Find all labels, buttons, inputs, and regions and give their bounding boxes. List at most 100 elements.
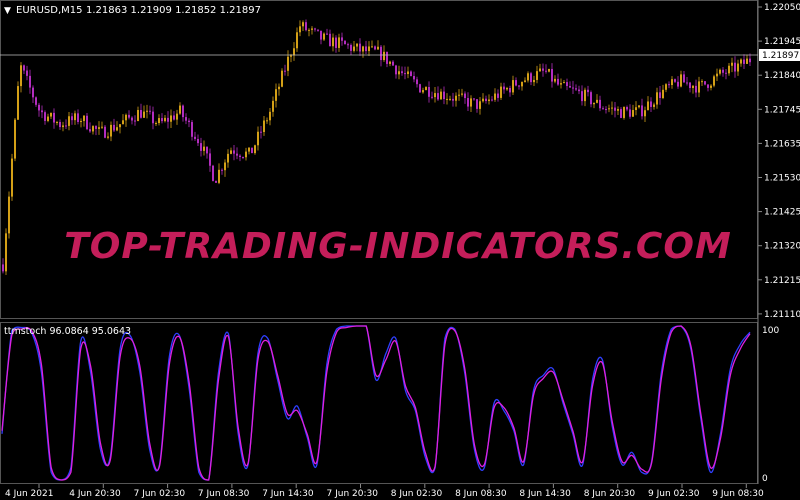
candle-body (182, 105, 184, 118)
candle-body (68, 116, 70, 126)
candle-body (251, 147, 253, 154)
candle-body (395, 65, 397, 75)
candle-body (302, 22, 304, 27)
candle-body (38, 104, 40, 111)
symbol-dropdown-icon[interactable]: ▼ (4, 6, 11, 16)
candle-body (278, 86, 280, 90)
candle-body (26, 70, 28, 76)
candle-body (377, 46, 379, 50)
candle-body (725, 72, 727, 74)
candle-body (497, 93, 499, 98)
candle-body (695, 85, 697, 93)
current-price-label: 1.21897 (762, 51, 799, 61)
candle-body (704, 81, 706, 85)
price-axis: 1.22050 1.21945 1.21840 1.21745 1.21635 1.215… (758, 3, 800, 320)
candle-body (119, 124, 121, 128)
candle-body (413, 75, 415, 80)
time-tick-label: 7 Jun 20:30 (327, 489, 379, 499)
candle-body (314, 28, 316, 30)
candle-body (473, 98, 475, 100)
candle-body (155, 123, 157, 125)
candle-body (701, 81, 703, 83)
candle-body (14, 119, 16, 159)
candle-body (566, 82, 568, 87)
candle-body (122, 120, 124, 125)
candle-body (233, 150, 235, 154)
candle-body (518, 85, 520, 87)
candle-body (563, 82, 565, 84)
candle-body (53, 112, 55, 123)
candle-body (173, 115, 175, 120)
candle-body (275, 89, 277, 101)
candle-body (11, 158, 13, 197)
time-axis: 4 Jun 2021 4 Jun 20:30 7 Jun 02:30 7 Jun 08… (5, 484, 764, 499)
candle-body (200, 143, 202, 151)
candle-body (551, 68, 553, 82)
candle-body (23, 65, 25, 71)
candle-body (674, 79, 676, 82)
time-tick-label: 4 Jun 20:30 (69, 489, 121, 499)
candle-body (509, 87, 511, 93)
candle-body (419, 84, 421, 93)
candle-body (611, 107, 613, 109)
candle-body (284, 70, 286, 72)
candle-body (62, 125, 64, 128)
candle-body (542, 68, 544, 71)
candle-body (452, 98, 454, 101)
candle-body (743, 59, 745, 64)
candle-body (8, 196, 10, 234)
candle-body (575, 88, 577, 90)
time-tick-label: 7 Jun 14:30 (262, 489, 314, 499)
candle-body (476, 99, 478, 109)
candle-body (152, 111, 154, 124)
candle-body (362, 46, 364, 52)
candle-body (665, 84, 667, 90)
candle-body (512, 80, 514, 93)
candle-body (578, 89, 580, 92)
candle-body (95, 126, 97, 129)
price-tick-label: 1.21110 (764, 310, 800, 320)
watermark: TOP-TRADING-INDICATORS.COM (64, 226, 732, 267)
candle-body (446, 98, 448, 100)
time-tick-label: 8 Jun 08:30 (455, 489, 507, 499)
candle-body (206, 146, 208, 154)
candle-body (572, 87, 574, 89)
time-tick-label: 4 Jun 2021 (5, 489, 53, 499)
indicator-max-label: 100 (762, 326, 779, 336)
candle-body (635, 107, 637, 111)
candle-body (734, 62, 736, 72)
candle-body (317, 29, 319, 31)
candle-body (56, 122, 58, 124)
candle-body (167, 117, 169, 122)
candle-body (356, 43, 358, 47)
candle-body (494, 93, 496, 100)
candle-body (254, 145, 256, 154)
candle-body (260, 131, 262, 133)
candle-body (677, 81, 679, 87)
candle-body (668, 84, 670, 86)
candle-body (479, 101, 481, 109)
candle-body (422, 90, 424, 93)
time-tick-label: 8 Jun 14:30 (519, 489, 571, 499)
candle-body (257, 131, 259, 146)
candle-body (428, 87, 430, 97)
time-tick-label: 8 Jun 02:30 (391, 489, 443, 499)
candle-body (560, 83, 562, 85)
candle-body (44, 112, 46, 121)
candle-body (179, 105, 181, 114)
candle-body (98, 127, 100, 129)
candle-body (641, 105, 643, 117)
price-tick-label: 1.21840 (764, 71, 800, 81)
candle-body (689, 82, 691, 89)
candle-body (650, 101, 652, 107)
candle-body (455, 95, 457, 101)
candle-body (281, 70, 283, 87)
candle-body (593, 102, 595, 105)
candle-body (656, 92, 658, 105)
candle-body (506, 87, 508, 90)
candle-body (425, 87, 427, 91)
candle-body (653, 104, 655, 107)
symbol-label: EURUSD,M15 (16, 5, 82, 16)
candle-body (194, 136, 196, 139)
